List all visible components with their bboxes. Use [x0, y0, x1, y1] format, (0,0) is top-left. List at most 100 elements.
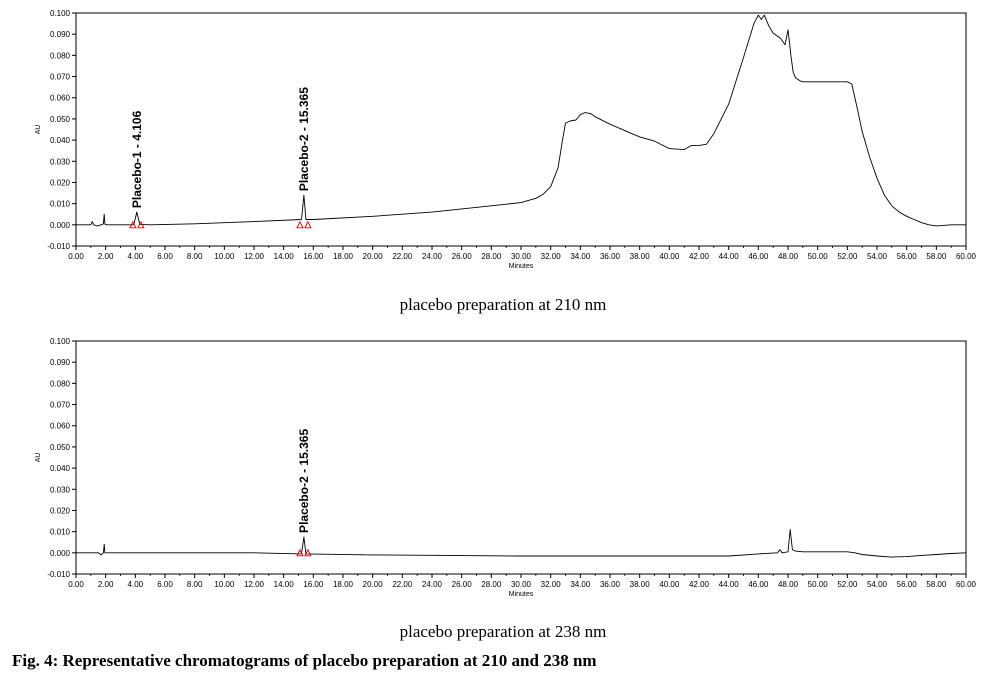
x-tick-label: 18.00: [333, 580, 354, 589]
x-tick-label: 8.00: [187, 252, 203, 261]
x-tick-label: 32.00: [541, 580, 562, 589]
y-tick-label: 0.100: [50, 337, 71, 346]
x-tick-label: 36.00: [600, 580, 621, 589]
x-tick-label: 56.00: [897, 580, 918, 589]
x-tick-label: 22.00: [392, 580, 413, 589]
x-tick-label: 58.00: [926, 252, 947, 261]
y-tick-label: 0.040: [50, 136, 71, 145]
x-tick-label: 28.00: [481, 580, 502, 589]
chart-title-238nm: placebo preparation at 238 nm: [399, 622, 607, 641]
y-tick-label: 0.080: [50, 51, 71, 60]
y-tick-label: 0.100: [50, 9, 71, 18]
y-tick-label: 0.050: [50, 443, 71, 452]
x-tick-label: 26.00: [452, 252, 473, 261]
peak-marker: [296, 548, 304, 557]
x-tick-label: 20.00: [363, 580, 384, 589]
x-tick-label: 10.00: [214, 252, 235, 261]
x-axis-label: Minutes: [509, 263, 534, 270]
x-tick-label: 52.00: [837, 252, 858, 261]
x-tick-label: 16.00: [303, 580, 324, 589]
x-tick-label: 46.00: [748, 252, 769, 261]
y-tick-label: 0.080: [50, 379, 71, 388]
y-tick-label: 0.070: [50, 401, 71, 410]
chromatogram-238nm: -0.010 0.000 0.010 0.020 0.030 0.040 0.050 0.06…: [35, 337, 977, 598]
peak-label: Placebo-1 - 4.106: [130, 110, 144, 208]
y-tick-label: 0.050: [50, 115, 71, 124]
x-tick-label: 44.00: [719, 580, 740, 589]
y-axis-label: AU: [35, 125, 42, 135]
x-tick-label: 14.00: [274, 252, 295, 261]
x-tick-label: 4.00: [128, 252, 144, 261]
x-tick-label: 12.00: [244, 252, 265, 261]
y-axis-label: AU: [35, 453, 42, 463]
x-tick-label: 10.00: [214, 580, 235, 589]
peak-marker: [129, 220, 137, 229]
y-tick-label: 0.000: [50, 221, 71, 230]
y-tick-label: -0.010: [47, 242, 70, 251]
x-tick-label: 30.00: [511, 580, 532, 589]
x-tick-label: 58.00: [926, 580, 947, 589]
x-tick-label: 44.00: [719, 252, 740, 261]
y-tick-label: 0.060: [50, 422, 71, 431]
x-tick-label: 42.00: [689, 252, 710, 261]
x-tick-label: 2.00: [98, 580, 114, 589]
chromatogram-trace: [76, 14, 966, 227]
x-tick-label: 16.00: [303, 252, 324, 261]
peak-label: Placebo-2 - 15.365: [297, 87, 311, 191]
chromatogram-210nm: -0.010 0.000 0.010 0.020 0.030 0.040 0.050 0.06…: [35, 9, 977, 270]
x-tick-label: 40.00: [659, 252, 680, 261]
x-tick-label: 0.00: [68, 252, 84, 261]
x-tick-label: 42.00: [689, 580, 710, 589]
y-tick-label: 0.040: [50, 464, 71, 473]
x-axis-label: Minutes: [509, 591, 534, 598]
y-tick-label: 0.020: [50, 506, 71, 515]
x-tick-label: 60.00: [956, 580, 977, 589]
x-tick-label: 38.00: [630, 580, 651, 589]
x-tick-label: 14.00: [274, 580, 295, 589]
peak-marker: [137, 220, 145, 229]
plot-frame: [75, 340, 967, 575]
x-tick-label: 48.00: [778, 252, 799, 261]
x-tick-label: 0.00: [68, 580, 84, 589]
x-tick-label: 40.00: [659, 580, 680, 589]
y-tick-label: 0.090: [50, 30, 71, 39]
x-tick-label: 54.00: [867, 252, 888, 261]
y-tick-label: -0.010: [47, 570, 70, 579]
x-tick-label: 24.00: [422, 252, 443, 261]
x-tick-label: 6.00: [157, 580, 173, 589]
x-tick-label: 50.00: [808, 580, 829, 589]
chromatogram-trace: [76, 529, 967, 558]
y-tick-label: 0.070: [50, 73, 71, 82]
x-tick-label: 36.00: [600, 252, 621, 261]
x-tick-label: 28.00: [481, 252, 502, 261]
x-tick-label: 4.00: [128, 580, 144, 589]
peak-marker: [296, 220, 304, 229]
x-tick-label: 8.00: [187, 580, 203, 589]
y-tick-label: 0.020: [50, 178, 71, 187]
x-tick-label: 46.00: [748, 580, 769, 589]
x-tick-label: 2.00: [98, 252, 114, 261]
peak-marker: [304, 220, 312, 229]
x-tick-label: 50.00: [808, 252, 829, 261]
y-tick-label: 0.030: [50, 157, 71, 166]
x-tick-label: 60.00: [956, 252, 977, 261]
x-tick-label: 54.00: [867, 580, 888, 589]
peak-marker: [304, 548, 312, 557]
figure-caption: Fig. 4: Representative chromatograms of …: [12, 651, 597, 670]
x-tick-label: 20.00: [363, 252, 384, 261]
x-tick-label: 56.00: [897, 252, 918, 261]
y-tick-label: 0.000: [50, 549, 71, 558]
x-tick-label: 26.00: [452, 580, 473, 589]
y-tick-label: 0.090: [50, 358, 71, 367]
chart-title-210nm: placebo preparation at 210 nm: [399, 295, 607, 314]
x-tick-label: 34.00: [570, 580, 591, 589]
peak-label: Placebo-2 - 15.365: [297, 429, 311, 533]
x-tick-label: 34.00: [570, 252, 591, 261]
x-tick-label: 6.00: [157, 252, 173, 261]
x-tick-label: 24.00: [422, 580, 443, 589]
x-tick-label: 18.00: [333, 252, 354, 261]
x-tick-label: 22.00: [392, 252, 413, 261]
x-tick-label: 12.00: [244, 580, 265, 589]
x-tick-label: 52.00: [837, 580, 858, 589]
